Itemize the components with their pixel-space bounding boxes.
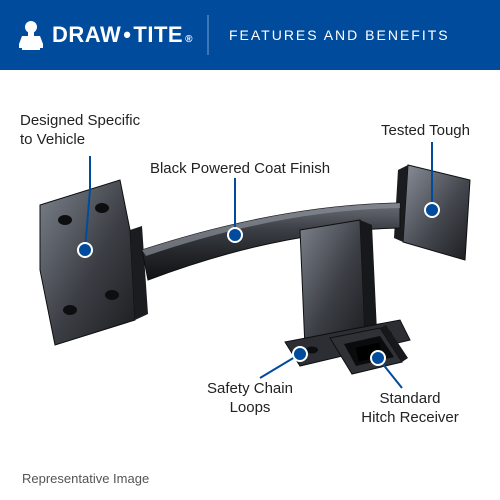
- brand-dash: •: [123, 22, 131, 48]
- brand-logo: DRAW • TITE ®: [0, 20, 193, 50]
- header-bar: DRAW • TITE ® FEATURES AND BENEFITS: [0, 0, 500, 70]
- product-canvas: Designed Specificto Vehicle Black Powere…: [0, 70, 500, 500]
- header-subtitle: FEATURES AND BENEFITS: [229, 27, 450, 43]
- hitch-ball-icon: [18, 20, 44, 50]
- registered-mark: ®: [185, 34, 193, 45]
- brand-right: TITE: [133, 22, 183, 48]
- footer-note: Representative Image: [22, 471, 149, 486]
- header-divider: [207, 15, 209, 55]
- callout-receiver-line: [0, 70, 500, 500]
- brand-text: DRAW • TITE ®: [52, 22, 193, 48]
- brand-left: DRAW: [52, 22, 121, 48]
